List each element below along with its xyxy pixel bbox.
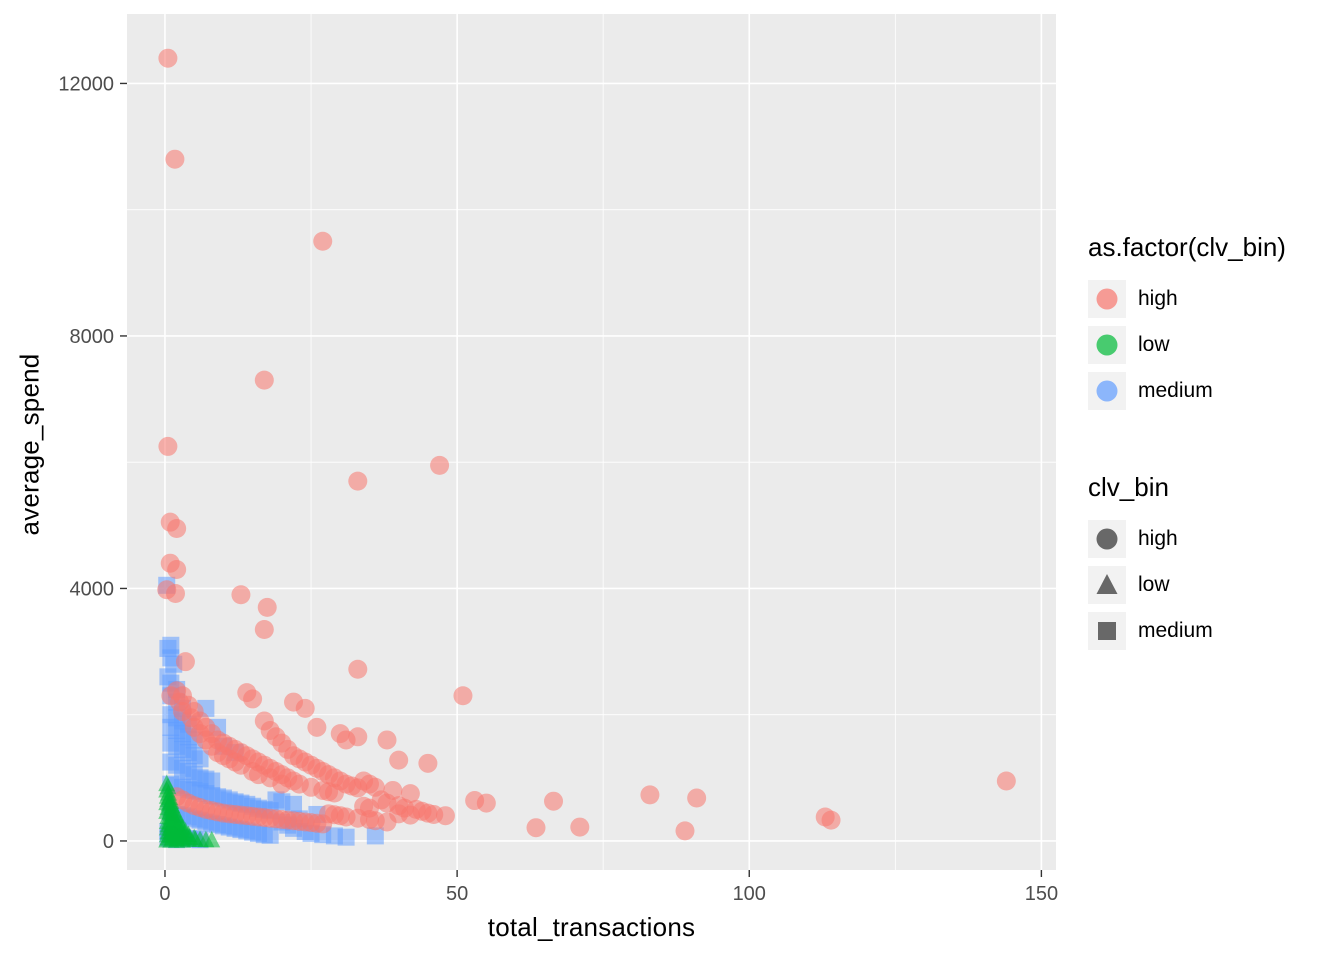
triangle-glyph-icon xyxy=(1096,574,1118,594)
data-point-circle xyxy=(389,750,409,770)
data-point-circle xyxy=(158,48,178,68)
data-point-circle xyxy=(821,810,841,830)
y-tick-label: 0 xyxy=(103,831,114,853)
plot-panel xyxy=(127,14,1056,870)
data-point-square xyxy=(285,795,303,813)
legend-item-low: low xyxy=(1088,322,1286,368)
data-point-circle xyxy=(158,436,178,456)
circle-glyph-icon xyxy=(1096,334,1118,356)
x-tick-label: 0 xyxy=(159,883,170,905)
data-point-square xyxy=(366,827,384,845)
legend-key-box xyxy=(1088,612,1126,650)
data-point-circle xyxy=(383,780,403,800)
y-tick-label: 4000 xyxy=(70,578,115,600)
legend-item-label: medium xyxy=(1138,619,1213,642)
series-low xyxy=(158,774,221,848)
legend-key-box xyxy=(1088,566,1126,604)
legend-item-label: medium xyxy=(1138,379,1213,402)
data-point-circle xyxy=(231,585,251,605)
legend-key-box xyxy=(1088,280,1126,318)
data-point-triangle xyxy=(174,831,192,848)
data-point-circle xyxy=(476,793,496,813)
legend-color-title: as.factor(clv_bin) xyxy=(1088,232,1286,262)
circle-glyph-icon xyxy=(1096,380,1118,402)
data-point-circle xyxy=(348,471,368,491)
data-point-circle xyxy=(400,784,420,804)
square-glyph-icon xyxy=(1098,622,1116,640)
legend-shape-rows: high low medium xyxy=(1088,516,1213,654)
data-point-circle xyxy=(675,821,695,841)
legend-key-box xyxy=(1088,326,1126,364)
data-point-circle xyxy=(348,659,368,679)
data-point-circle xyxy=(435,806,455,826)
legend-key-box xyxy=(1088,372,1126,410)
data-point-circle xyxy=(313,231,333,251)
data-point-circle xyxy=(348,727,368,747)
data-point-circle xyxy=(453,686,473,706)
legend-item-medium: medium xyxy=(1088,368,1286,414)
x-tick-label: 100 xyxy=(733,883,766,905)
data-point-circle xyxy=(254,370,274,390)
data-point-circle xyxy=(254,619,274,639)
legend-key-box xyxy=(1088,520,1126,558)
legend-item-medium: medium xyxy=(1088,608,1213,654)
y-tick-label: 12000 xyxy=(58,73,114,95)
data-point-circle xyxy=(307,717,327,737)
x-tick-label: 150 xyxy=(1025,883,1058,905)
legend-color-clv-bin: as.factor(clv_bin) high low medium xyxy=(1088,232,1286,414)
data-point-circle xyxy=(243,689,263,709)
legend-shape-title: clv_bin xyxy=(1088,472,1169,502)
data-point-circle xyxy=(165,149,185,169)
y-tick-label: 8000 xyxy=(70,326,115,348)
data-point-circle xyxy=(167,560,187,580)
circle-glyph-icon xyxy=(1096,528,1118,550)
data-point-triangle xyxy=(203,830,221,848)
data-point-circle xyxy=(570,817,590,837)
x-tick-label: 50 xyxy=(446,883,468,905)
data-point-circle xyxy=(687,788,707,808)
legend-item-label: high xyxy=(1138,527,1178,550)
data-point-circle xyxy=(165,584,185,604)
y-axis-title: average_spend xyxy=(14,353,45,536)
data-point-circle xyxy=(400,805,420,825)
legend-item-label: low xyxy=(1138,573,1170,596)
data-point-square xyxy=(261,826,279,844)
series-high xyxy=(157,48,1016,841)
legend-item-low: low xyxy=(1088,562,1213,608)
legend-item-high: high xyxy=(1088,276,1286,322)
data-point-circle xyxy=(526,818,546,838)
data-point-circle xyxy=(430,455,450,475)
data-point-circle xyxy=(544,791,564,811)
data-point-circle xyxy=(377,730,397,750)
data-point-circle xyxy=(257,597,277,617)
legend-item-label: high xyxy=(1138,287,1178,310)
legend-item-high: high xyxy=(1088,516,1213,562)
data-point-circle xyxy=(996,771,1016,791)
legend-item-label: low xyxy=(1138,333,1170,356)
legend-color-rows: high low medium xyxy=(1088,276,1286,414)
circle-glyph-icon xyxy=(1096,288,1118,310)
data-point-circle xyxy=(295,698,315,718)
data-point-circle xyxy=(640,785,660,805)
data-point-circle xyxy=(175,652,195,672)
data-point-circle xyxy=(418,753,438,773)
x-axis-title: total_transactions xyxy=(487,912,696,942)
data-point-circle xyxy=(167,518,187,538)
legend-shape-clv-bin: clv_bin high low medium xyxy=(1088,472,1213,654)
data-point-square xyxy=(337,828,355,846)
